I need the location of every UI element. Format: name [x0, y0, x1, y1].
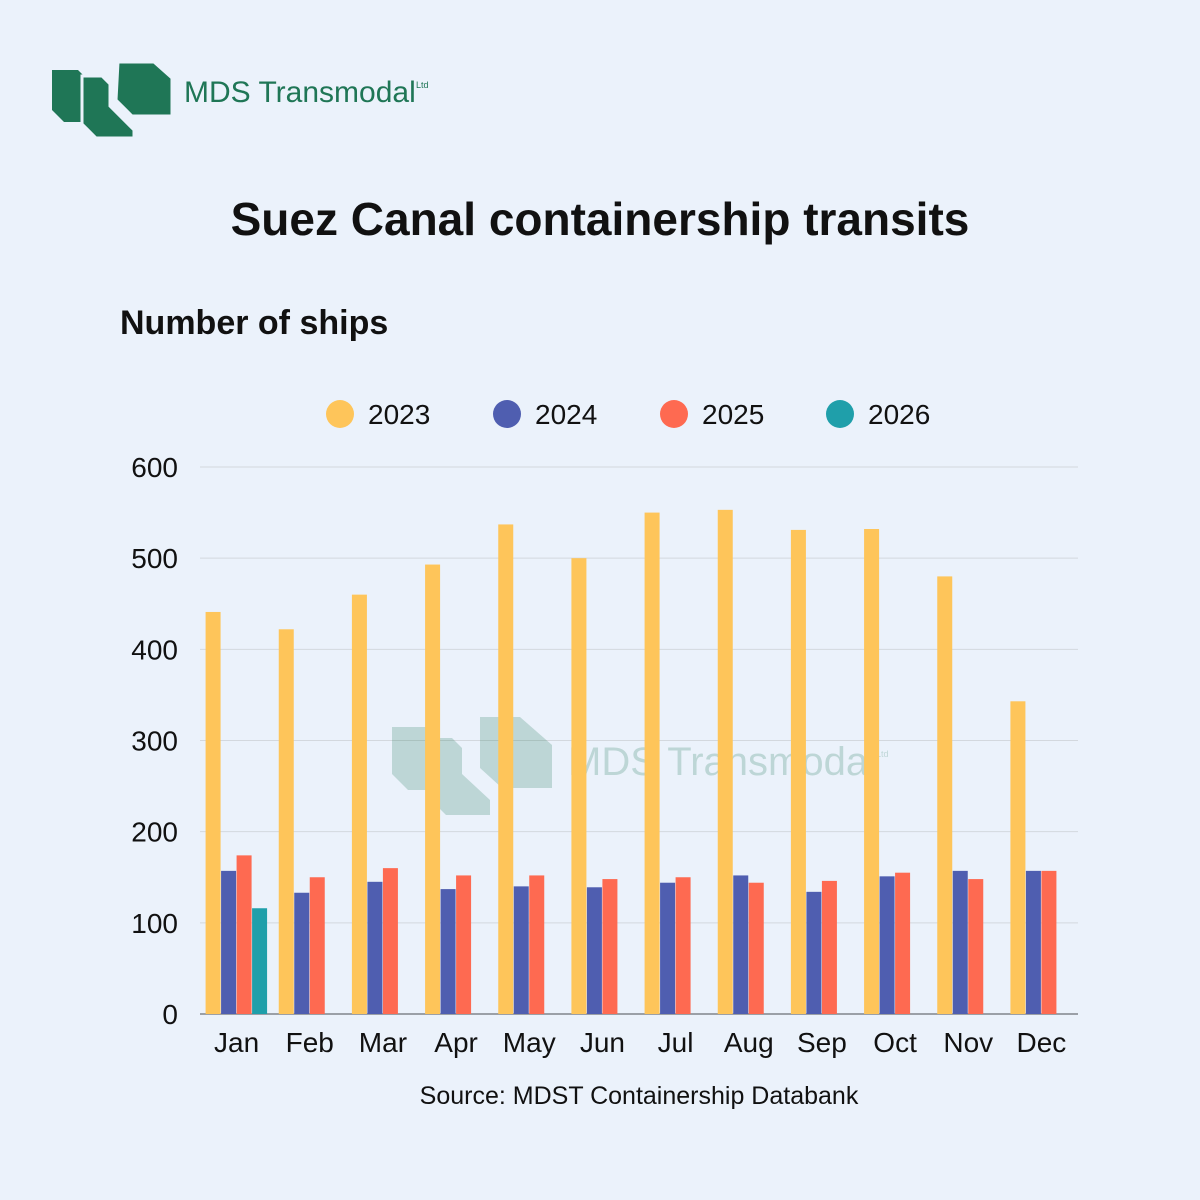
- x-tick-label: Aug: [724, 1027, 774, 1058]
- bars: [205, 509, 1057, 1014]
- bar-aug-2023: [717, 509, 733, 1014]
- legend-label: 2026: [868, 399, 930, 430]
- bar-may-2023: [498, 524, 514, 1014]
- y-tick-label: 100: [131, 908, 178, 939]
- bar-apr-2024: [440, 889, 456, 1014]
- company-logo: MDS Transmodal Ltd: [50, 60, 450, 140]
- bar-jan-2023: [205, 611, 221, 1014]
- bar-sep-2025: [821, 880, 837, 1014]
- bar-apr-2023: [425, 564, 441, 1014]
- logo-suffix: Ltd: [416, 80, 429, 90]
- bar-feb-2025: [309, 877, 325, 1014]
- bar-mar-2024: [367, 881, 383, 1014]
- legend-swatch: [826, 400, 854, 428]
- y-tick-label: 0: [162, 999, 178, 1030]
- watermark-suffix: Ltd: [876, 749, 889, 759]
- axis-labels: 0 100 200 300 400 500 600 Jan Feb Mar Apr May Jun Jul…: [131, 452, 1066, 1058]
- legend-label: 2025: [702, 399, 764, 430]
- logo-text: MDS Transmodal: [184, 76, 416, 109]
- bar-oct-2025: [895, 872, 911, 1014]
- legend-label: 2024: [535, 399, 597, 430]
- legend: 2023 2024 2025 2026: [326, 399, 930, 430]
- x-tick-label: Oct: [873, 1027, 917, 1058]
- bar-jun-2024: [586, 887, 602, 1014]
- bar-nov-2023: [937, 576, 953, 1014]
- x-tick-label: Apr: [434, 1027, 478, 1058]
- bar-jul-2025: [675, 877, 691, 1014]
- legend-swatch: [660, 400, 688, 428]
- legend-swatch: [326, 400, 354, 428]
- bar-dec-2023: [1010, 701, 1026, 1014]
- bar-nov-2024: [952, 870, 968, 1014]
- bar-may-2024: [513, 886, 529, 1014]
- y-tick-label: 300: [131, 726, 178, 757]
- bar-dec-2025: [1041, 870, 1057, 1014]
- bar-oct-2023: [864, 528, 880, 1014]
- chart-source: Source: MDST Containership Databank: [419, 1082, 859, 1110]
- legend-label: 2023: [368, 399, 430, 430]
- x-tick-label: May: [503, 1027, 556, 1058]
- bar-jun-2023: [571, 558, 587, 1014]
- chart-title: Suez Canal containership transits: [230, 193, 970, 245]
- y-tick-label: 200: [131, 817, 178, 848]
- bar-feb-2023: [278, 629, 294, 1014]
- bar-jul-2023: [644, 512, 660, 1014]
- bar-jan-2025: [236, 855, 252, 1014]
- legend-item-2024: 2024: [493, 399, 597, 430]
- x-tick-label: Feb: [286, 1027, 334, 1058]
- x-tick-label: Sep: [797, 1027, 847, 1058]
- bar-sep-2024: [806, 891, 822, 1014]
- bar-dec-2024: [1025, 870, 1041, 1014]
- bar-jun-2025: [602, 879, 618, 1014]
- bar-jul-2024: [660, 882, 676, 1014]
- legend-item-2026: 2026: [826, 399, 930, 430]
- bar-oct-2024: [879, 876, 895, 1014]
- legend-swatch: [493, 400, 521, 428]
- bar-mar-2023: [351, 594, 367, 1014]
- y-tick-label: 500: [131, 543, 178, 574]
- x-tick-label: Jul: [658, 1027, 694, 1058]
- y-tick-label: 400: [131, 634, 178, 665]
- gridlines: [200, 466, 1078, 1015]
- x-tick-label: Mar: [359, 1027, 407, 1058]
- x-tick-label: Dec: [1017, 1027, 1067, 1058]
- bar-jan-2024: [221, 870, 237, 1014]
- bar-aug-2024: [733, 875, 749, 1014]
- x-tick-label: Nov: [943, 1027, 993, 1058]
- watermark: MDS Transmodal Ltd: [392, 717, 889, 815]
- chart-subtitle: Number of ships: [120, 304, 389, 342]
- logo-mark-icon: [52, 60, 174, 140]
- legend-item-2025: 2025: [660, 399, 764, 430]
- bar-mar-2025: [382, 868, 398, 1014]
- bar-feb-2024: [294, 892, 310, 1014]
- x-tick-label: Jan: [214, 1027, 259, 1058]
- bar-apr-2025: [456, 875, 472, 1014]
- bar-nov-2025: [968, 879, 984, 1014]
- x-tick-label: Jun: [580, 1027, 625, 1058]
- y-tick-label: 600: [131, 452, 178, 483]
- legend-item-2023: 2023: [326, 399, 430, 430]
- bar-sep-2023: [790, 529, 806, 1014]
- bar-may-2025: [529, 875, 545, 1014]
- bar-aug-2025: [748, 882, 764, 1014]
- bar-jan-2026: [252, 908, 268, 1014]
